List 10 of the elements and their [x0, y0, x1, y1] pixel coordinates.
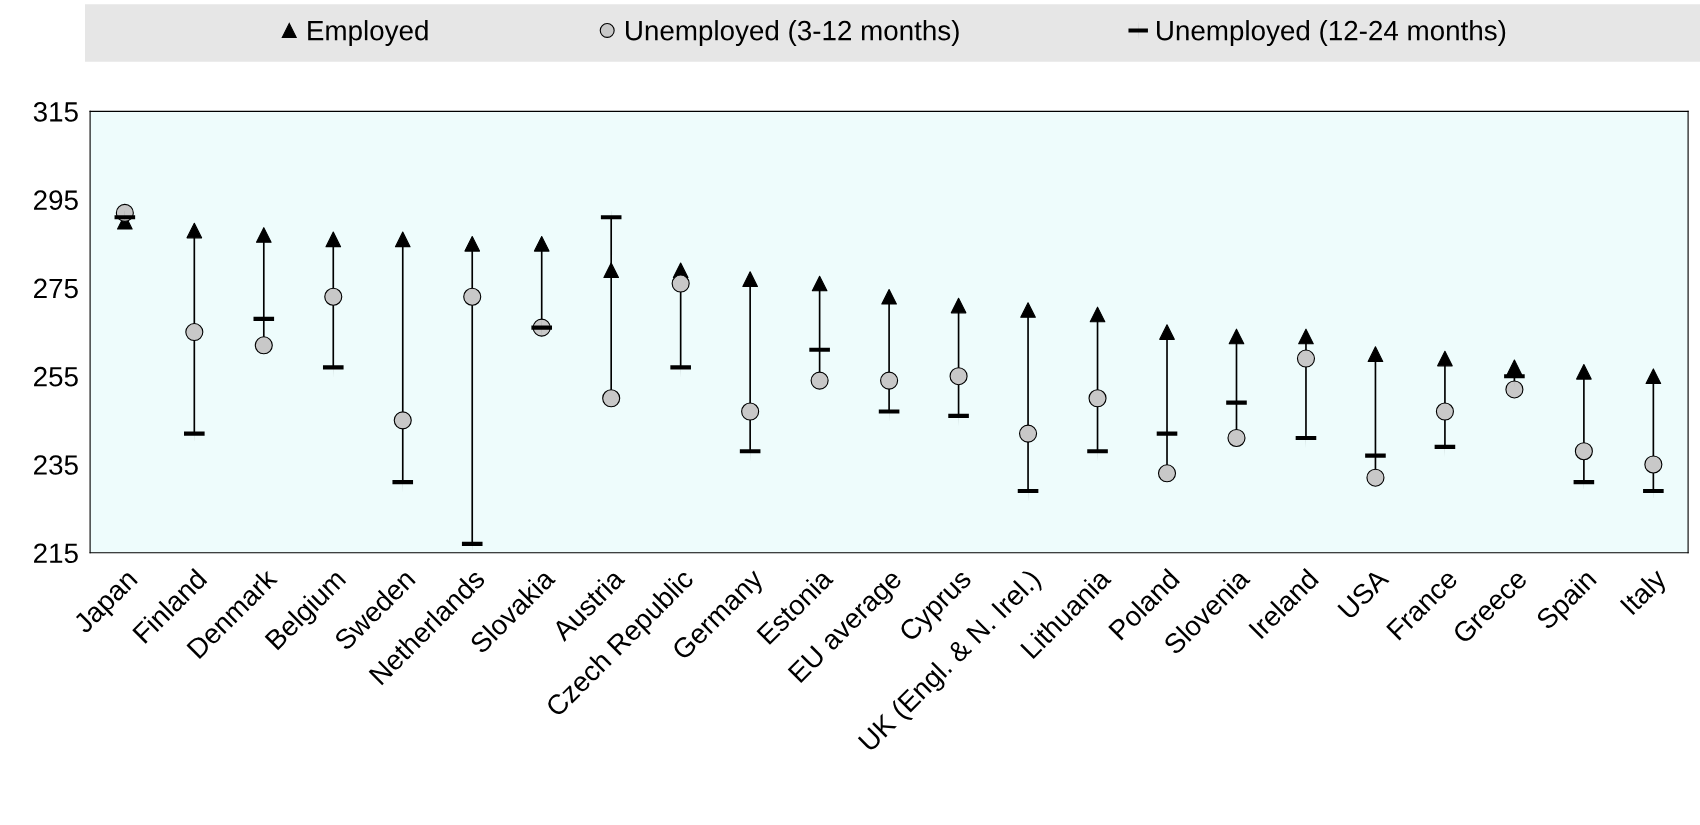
y-tick-label: 315 — [33, 102, 78, 122]
legend-label: Unemployed (3-12 months) — [626, 20, 959, 46]
legend-label: Unemployed (12-24 months) — [1157, 20, 1506, 46]
y-tick-label: 215 — [34, 543, 78, 564]
y-tick-label: 275 — [34, 278, 78, 299]
x-tick-label: Italy — [1619, 566, 1672, 620]
y-tick-label: 255 — [34, 366, 78, 387]
y-tick-label: 295 — [34, 190, 78, 210]
legend-label: Employed — [308, 20, 428, 46]
y-tick-label: 235 — [34, 455, 78, 475]
